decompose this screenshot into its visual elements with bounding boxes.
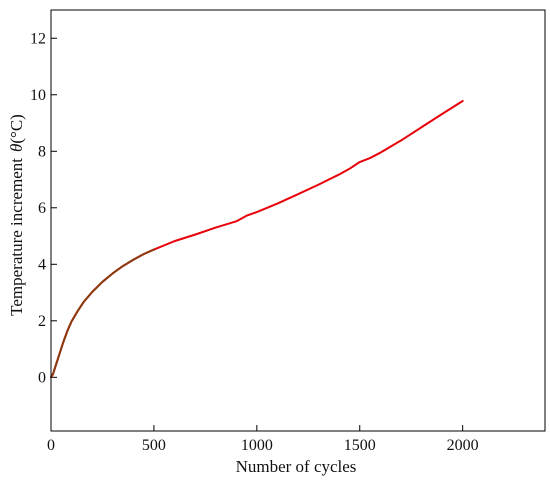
x-tick-label: 2000: [447, 437, 479, 454]
y-axis-title: Temperature increment θ(°C): [7, 114, 26, 316]
x-tick-label: 1500: [344, 437, 376, 454]
y-axis-label-symbol: θ: [7, 144, 26, 152]
y-tick-label: 10: [30, 87, 46, 104]
y-axis-label: Temperature increment θ(°C): [7, 114, 26, 316]
y-tick-label: 8: [38, 143, 46, 160]
y-tick-label: 2: [38, 313, 46, 330]
plot-frame: [50, 9, 546, 432]
plot-layer: 0 500 1000 1500 2000 0 2 4 6 8 10 12: [30, 30, 479, 454]
x-tick-label: 500: [142, 437, 166, 454]
x-axis-label: Number of cycles: [236, 457, 357, 476]
x-tick-label: 0: [47, 437, 55, 454]
y-axis-label-text: Temperature increment: [7, 158, 26, 316]
y-tick-label: 0: [38, 369, 46, 386]
y-tick-label: 4: [38, 256, 46, 273]
x-axis-title: Number of cycles: [236, 457, 357, 476]
y-tick-label: 12: [30, 30, 46, 47]
series-line-early-segment: [50, 248, 155, 379]
series-line: [50, 99, 464, 379]
x-tick-label: 1000: [241, 437, 273, 454]
y-tick-label: 6: [38, 200, 46, 217]
y-axis-label-unit: (°C): [7, 114, 26, 143]
